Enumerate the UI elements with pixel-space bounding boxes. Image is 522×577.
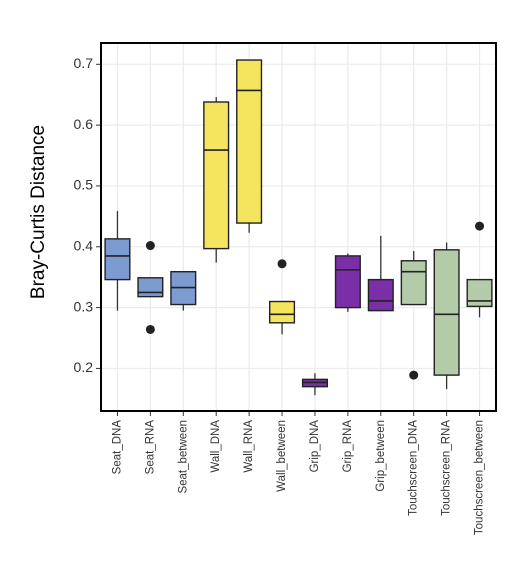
x-tick-label: Seat_between: [177, 420, 189, 494]
outlier: [145, 324, 155, 334]
plot-border: [100, 42, 497, 412]
x-tick-label: Seat_RNA: [144, 420, 156, 475]
box: [137, 277, 164, 298]
box: [367, 278, 394, 312]
box: [400, 260, 427, 306]
outlier: [145, 241, 155, 251]
y-tick-label: 0.6: [74, 116, 94, 132]
y-axis-label: Bray-Curtis Distance: [28, 125, 49, 299]
x-tick-label: Wall_RNA: [243, 420, 255, 473]
x-tick-label: Touchscreen_DNA: [408, 420, 420, 516]
x-tick-label: Seat_DNA: [111, 420, 123, 475]
x-tick-label: Grip_RNA: [342, 420, 354, 473]
outlier: [475, 221, 485, 231]
x-tick-label: Grip_DNA: [309, 420, 321, 473]
box: [433, 249, 460, 376]
x-tick-label: Grip_between: [375, 420, 387, 492]
box: [268, 300, 296, 324]
y-tick-label: 0.5: [74, 177, 94, 193]
outlier: [277, 259, 287, 269]
x-tick-label: Touchscreen_between: [474, 420, 486, 535]
plot-background: [101, 43, 496, 411]
box: [334, 255, 361, 309]
box: [104, 238, 131, 281]
y-tick-label: 0.3: [74, 298, 94, 314]
y-tick-label: 0.2: [74, 359, 94, 375]
box: [203, 101, 230, 250]
x-tick-label: Wall_between: [276, 420, 288, 492]
y-tick-label: 0.4: [74, 237, 94, 253]
outlier: [409, 370, 419, 380]
box: [466, 278, 493, 308]
x-tick-label: Touchscreen_RNA: [441, 420, 453, 516]
y-tick-label: 0.7: [74, 55, 94, 71]
box: [236, 59, 263, 224]
x-tick-label: Wall_DNA: [210, 420, 222, 473]
